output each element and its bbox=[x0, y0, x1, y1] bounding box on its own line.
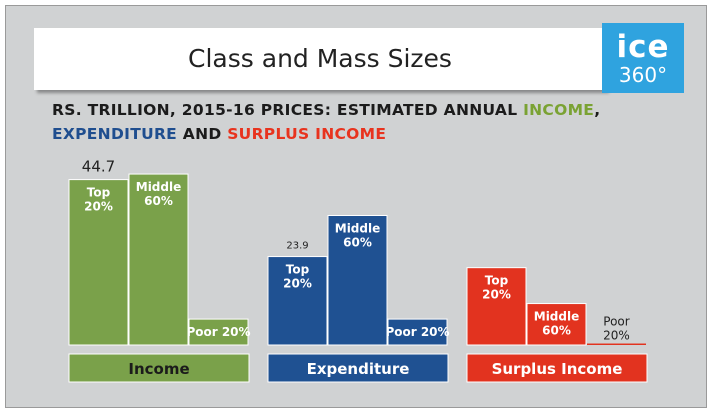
bar-income-1 bbox=[128, 173, 189, 346]
bar-income-0 bbox=[68, 179, 129, 346]
subtitle-prefix: RS. TRILLION, 2015-16 PRICES: ESTIMATED … bbox=[52, 101, 524, 119]
bar-label-0-1: Middle 60% bbox=[136, 180, 182, 208]
bar-label-2-0: Top 20% bbox=[482, 274, 511, 302]
bar-label-1-1: Middle 60% bbox=[335, 222, 381, 250]
bar-expenditure-2 bbox=[387, 318, 448, 346]
logo-top-text: ice bbox=[616, 29, 670, 65]
bar-expenditure-0 bbox=[267, 256, 328, 346]
category-box-2 bbox=[466, 353, 648, 383]
bar-surplus-income-2 bbox=[587, 343, 646, 345]
title-banner: Class and Mass Sizes bbox=[34, 28, 606, 90]
subtitle-surplus: SURPLUS INCOME bbox=[227, 125, 387, 143]
category-box-0 bbox=[68, 353, 250, 383]
ice360-logo: ice 360° bbox=[602, 23, 684, 93]
bar-label-1-2: Poor 20% bbox=[385, 325, 449, 339]
subtitle-and: AND bbox=[177, 125, 228, 143]
group-total-label-0: 44.7 bbox=[82, 158, 115, 176]
subtitle-expenditure: EXPENDITURE bbox=[52, 125, 178, 143]
bar-surplus-income-1 bbox=[526, 303, 587, 346]
chart-subtitle: RS. TRILLION, 2015-16 PRICES: ESTIMATED … bbox=[52, 98, 692, 146]
bar-label-0-2: Poor 20% bbox=[186, 325, 250, 339]
slide-frame: Class and Mass Sizes ice 360° RS. TRILLI… bbox=[5, 5, 707, 408]
subtitle-income: INCOME bbox=[523, 101, 595, 119]
bar-surplus-income-0 bbox=[466, 267, 527, 346]
page-title: Class and Mass Sizes bbox=[188, 44, 452, 73]
category-label-1: Expenditure bbox=[307, 360, 410, 378]
category-label-2: Surplus Income bbox=[492, 360, 623, 378]
subtitle-comma: , bbox=[594, 101, 601, 119]
bar-chart: Top 20% Middle 60% Poor 20% 44.7 Income Top 20% M… bbox=[68, 158, 648, 383]
bar-label-2-1: Middle 60% bbox=[534, 310, 580, 338]
bar-income-2 bbox=[188, 318, 249, 346]
bar-label-0-0: Top 20% bbox=[84, 186, 113, 214]
category-box-1 bbox=[267, 353, 449, 383]
category-label-0: Income bbox=[128, 360, 189, 378]
logo-bottom-text: 360° bbox=[618, 63, 668, 87]
bar-label-2-2: Poor 20% bbox=[603, 315, 630, 343]
bar-expenditure-1 bbox=[327, 215, 388, 346]
group-total-label-1: 23.9 bbox=[286, 241, 308, 252]
bar-label-1-0: Top 20% bbox=[283, 263, 312, 291]
